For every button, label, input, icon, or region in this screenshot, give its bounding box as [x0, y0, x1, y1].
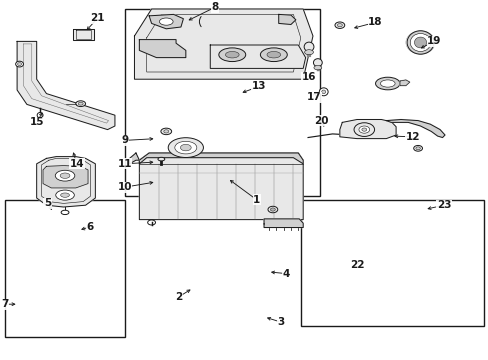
- Polygon shape: [264, 219, 303, 228]
- Ellipse shape: [180, 144, 191, 151]
- Text: 8: 8: [211, 2, 218, 12]
- Ellipse shape: [158, 157, 164, 161]
- Ellipse shape: [76, 101, 85, 107]
- Ellipse shape: [61, 210, 69, 215]
- Ellipse shape: [313, 66, 321, 70]
- Text: 23: 23: [436, 200, 450, 210]
- Ellipse shape: [270, 208, 275, 211]
- Text: 16: 16: [301, 72, 316, 82]
- Text: 21: 21: [90, 13, 105, 23]
- Text: 9: 9: [121, 135, 128, 145]
- Ellipse shape: [409, 33, 430, 51]
- Text: 6: 6: [87, 222, 94, 232]
- Ellipse shape: [375, 77, 399, 90]
- Ellipse shape: [313, 59, 322, 67]
- Text: 3: 3: [277, 317, 284, 327]
- Polygon shape: [139, 153, 303, 220]
- Ellipse shape: [159, 18, 173, 25]
- Ellipse shape: [353, 123, 374, 136]
- Ellipse shape: [55, 170, 75, 181]
- Polygon shape: [37, 157, 95, 207]
- Bar: [5, 200, 124, 337]
- Text: 22: 22: [349, 260, 364, 270]
- Ellipse shape: [175, 141, 196, 154]
- Ellipse shape: [218, 48, 245, 62]
- Text: 1: 1: [253, 195, 260, 205]
- Polygon shape: [339, 120, 395, 139]
- Ellipse shape: [60, 173, 70, 179]
- Ellipse shape: [415, 147, 419, 150]
- Polygon shape: [139, 40, 185, 58]
- Ellipse shape: [168, 138, 203, 158]
- Ellipse shape: [266, 51, 280, 58]
- Polygon shape: [278, 14, 295, 24]
- Ellipse shape: [16, 61, 23, 67]
- Ellipse shape: [18, 63, 21, 66]
- Ellipse shape: [61, 193, 69, 197]
- Text: 4: 4: [282, 269, 289, 279]
- Ellipse shape: [56, 190, 74, 200]
- Ellipse shape: [319, 88, 327, 96]
- Ellipse shape: [361, 128, 366, 131]
- Polygon shape: [386, 120, 444, 138]
- Text: 17: 17: [306, 92, 321, 102]
- Text: 5: 5: [44, 198, 51, 208]
- Polygon shape: [210, 45, 305, 68]
- Text: 11: 11: [117, 159, 132, 169]
- Polygon shape: [134, 9, 312, 79]
- Text: 10: 10: [117, 182, 132, 192]
- Text: 12: 12: [405, 132, 420, 142]
- Polygon shape: [139, 153, 303, 164]
- Bar: [300, 200, 483, 326]
- Ellipse shape: [37, 112, 43, 118]
- Ellipse shape: [161, 128, 171, 135]
- Text: 14: 14: [69, 159, 84, 169]
- Polygon shape: [17, 41, 115, 130]
- Polygon shape: [399, 80, 409, 86]
- Polygon shape: [129, 153, 139, 164]
- Ellipse shape: [225, 51, 239, 58]
- Ellipse shape: [414, 37, 426, 48]
- Ellipse shape: [260, 48, 287, 62]
- Ellipse shape: [334, 22, 344, 28]
- Text: 7: 7: [1, 299, 9, 309]
- Ellipse shape: [413, 145, 422, 151]
- Ellipse shape: [78, 102, 83, 105]
- Polygon shape: [43, 166, 88, 188]
- Ellipse shape: [147, 220, 155, 225]
- Ellipse shape: [380, 80, 394, 87]
- Text: 18: 18: [367, 17, 382, 27]
- Polygon shape: [73, 29, 94, 40]
- Bar: [124, 9, 320, 196]
- Text: 19: 19: [426, 36, 441, 46]
- Ellipse shape: [304, 42, 313, 51]
- Polygon shape: [149, 14, 183, 29]
- Ellipse shape: [267, 206, 277, 213]
- Text: 15: 15: [29, 117, 44, 127]
- Ellipse shape: [163, 130, 168, 133]
- Ellipse shape: [358, 126, 369, 133]
- Ellipse shape: [321, 90, 325, 94]
- Ellipse shape: [337, 24, 342, 27]
- Text: 20: 20: [314, 116, 328, 126]
- Ellipse shape: [406, 31, 433, 54]
- Text: 13: 13: [251, 81, 266, 91]
- Text: 2: 2: [175, 292, 182, 302]
- Ellipse shape: [304, 50, 313, 55]
